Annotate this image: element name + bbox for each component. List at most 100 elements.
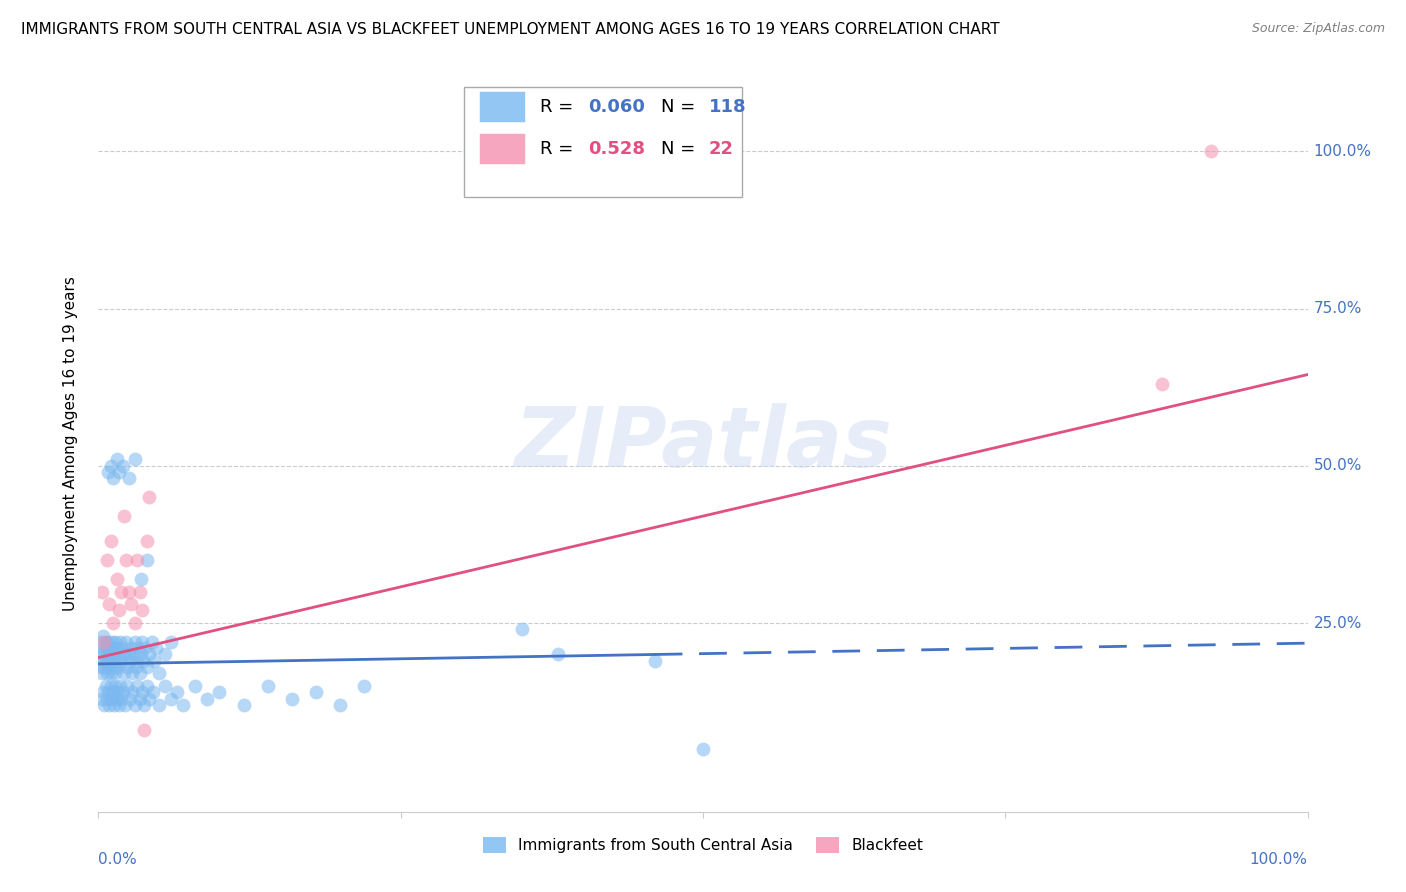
Point bbox=[100, 648, 122, 662]
Text: N =: N = bbox=[661, 140, 695, 158]
Point bbox=[134, 723, 156, 737]
Point bbox=[105, 691, 128, 706]
Point bbox=[120, 641, 142, 656]
Point bbox=[125, 660, 148, 674]
Point bbox=[112, 666, 135, 681]
Point bbox=[160, 691, 183, 706]
Point bbox=[96, 666, 118, 681]
Point bbox=[94, 679, 117, 693]
Point bbox=[111, 685, 134, 699]
Point bbox=[101, 615, 124, 630]
Point bbox=[132, 654, 155, 668]
Point bbox=[129, 648, 152, 662]
Point bbox=[118, 654, 141, 668]
Point bbox=[101, 641, 124, 656]
Point bbox=[184, 679, 207, 693]
Point bbox=[108, 635, 131, 649]
Text: Source: ZipAtlas.com: Source: ZipAtlas.com bbox=[1251, 22, 1385, 36]
Point bbox=[142, 685, 165, 699]
Point bbox=[117, 679, 139, 693]
Text: ZIPatlas: ZIPatlas bbox=[515, 403, 891, 484]
Point bbox=[98, 597, 121, 611]
Point bbox=[153, 679, 176, 693]
Point bbox=[135, 660, 157, 674]
Point bbox=[111, 458, 134, 473]
Text: 50.0%: 50.0% bbox=[1313, 458, 1362, 474]
Point bbox=[103, 648, 125, 662]
Point bbox=[104, 666, 127, 681]
Point bbox=[145, 641, 167, 656]
Point bbox=[100, 635, 122, 649]
Point bbox=[118, 648, 141, 662]
Point bbox=[1199, 145, 1222, 159]
Point bbox=[121, 666, 143, 681]
Point bbox=[115, 553, 138, 567]
Point bbox=[134, 698, 156, 712]
Point bbox=[547, 648, 569, 662]
Text: 75.0%: 75.0% bbox=[1313, 301, 1362, 316]
Point bbox=[124, 452, 146, 467]
Point bbox=[131, 685, 153, 699]
Point bbox=[124, 698, 146, 712]
Point bbox=[91, 641, 114, 656]
Point bbox=[91, 666, 114, 681]
Text: N =: N = bbox=[661, 98, 695, 116]
FancyBboxPatch shape bbox=[479, 133, 526, 164]
Text: R =: R = bbox=[540, 140, 574, 158]
Text: R =: R = bbox=[540, 98, 574, 116]
Point bbox=[108, 679, 131, 693]
Point bbox=[124, 615, 146, 630]
Point bbox=[89, 648, 111, 662]
Point bbox=[90, 635, 112, 649]
FancyBboxPatch shape bbox=[464, 87, 742, 197]
Y-axis label: Unemployment Among Ages 16 to 19 years: Unemployment Among Ages 16 to 19 years bbox=[63, 277, 77, 611]
Point bbox=[97, 465, 120, 479]
Point bbox=[97, 635, 120, 649]
Point bbox=[127, 641, 149, 656]
Point bbox=[118, 691, 141, 706]
Point bbox=[93, 698, 115, 712]
Point bbox=[148, 666, 170, 681]
Point bbox=[94, 654, 117, 668]
Point bbox=[353, 679, 375, 693]
Point bbox=[692, 741, 714, 756]
Point bbox=[131, 635, 153, 649]
Point bbox=[143, 654, 166, 668]
Point bbox=[232, 698, 254, 712]
Point bbox=[100, 691, 122, 706]
Point bbox=[107, 685, 129, 699]
Point bbox=[110, 584, 132, 599]
Point bbox=[105, 654, 128, 668]
Text: IMMIGRANTS FROM SOUTH CENTRAL ASIA VS BLACKFEET UNEMPLOYMENT AMONG AGES 16 TO 19: IMMIGRANTS FROM SOUTH CENTRAL ASIA VS BL… bbox=[21, 22, 1000, 37]
Point bbox=[138, 691, 160, 706]
Point bbox=[110, 691, 132, 706]
Point bbox=[90, 660, 112, 674]
Point bbox=[93, 660, 115, 674]
Point bbox=[128, 666, 150, 681]
Point bbox=[93, 635, 115, 649]
Point bbox=[110, 654, 132, 668]
Point bbox=[128, 584, 150, 599]
Point bbox=[195, 691, 218, 706]
Point bbox=[1152, 377, 1174, 392]
Point bbox=[103, 660, 125, 674]
Point bbox=[108, 648, 131, 662]
Point bbox=[329, 698, 352, 712]
Point bbox=[98, 654, 121, 668]
Point bbox=[115, 635, 138, 649]
Point bbox=[101, 654, 124, 668]
Point bbox=[127, 553, 149, 567]
Point bbox=[105, 452, 128, 467]
Text: 0.528: 0.528 bbox=[588, 140, 645, 158]
Legend: Immigrants from South Central Asia, Blackfeet: Immigrants from South Central Asia, Blac… bbox=[477, 831, 929, 859]
Point bbox=[104, 635, 127, 649]
Point bbox=[281, 691, 304, 706]
Text: 100.0%: 100.0% bbox=[1250, 852, 1308, 867]
Text: 118: 118 bbox=[709, 98, 747, 116]
Point bbox=[122, 648, 145, 662]
Point bbox=[91, 654, 114, 668]
Point bbox=[141, 635, 163, 649]
Point bbox=[105, 572, 128, 586]
Point bbox=[127, 654, 149, 668]
Point bbox=[128, 691, 150, 706]
